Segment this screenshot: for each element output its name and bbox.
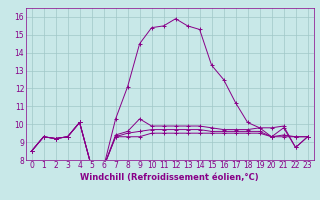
X-axis label: Windchill (Refroidissement éolien,°C): Windchill (Refroidissement éolien,°C) <box>80 173 259 182</box>
